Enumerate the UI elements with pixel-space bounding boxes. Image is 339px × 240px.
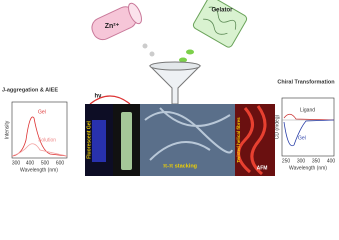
left-x-label: Wavelength (nm)	[20, 167, 58, 173]
fibres	[144, 107, 233, 161]
drop	[149, 51, 155, 57]
funnel-rim	[149, 61, 201, 71]
left-title: J-aggregation & AIEE	[2, 87, 58, 93]
right-x-label: Wavelength (nm)	[289, 165, 327, 171]
solution-label: Solution	[38, 137, 56, 143]
gelator-beaker	[192, 0, 248, 48]
right-y-label: CD (mdeg)	[274, 114, 280, 139]
right-title: Chiral Transformation	[277, 79, 335, 85]
ligand-label: Ligand	[300, 107, 315, 113]
light-label: hν	[94, 94, 102, 100]
vial	[121, 112, 132, 170]
ligand-curve	[283, 113, 335, 121]
right-x-tick: 400	[327, 158, 336, 164]
graphical-abstract: Zn²⁺ Gelator J-aggregation & AIEE Gel So…	[2, 0, 336, 176]
left-x-tick: 400	[26, 160, 35, 166]
funnel	[148, 65, 202, 105]
left-x-tick: 500	[41, 160, 50, 166]
helix	[237, 105, 267, 176]
afm-label: AFM	[257, 165, 268, 171]
stacking-label: π-π stacking	[163, 163, 197, 169]
fibre-photo	[140, 104, 235, 176]
gelator-label: Gelator	[211, 8, 233, 14]
cd-gel-label: Gel	[298, 135, 306, 141]
drop	[142, 43, 148, 49]
fluorescent-glow	[92, 120, 106, 162]
left-x-tick: 300	[12, 160, 21, 166]
solution-curve	[11, 143, 68, 157]
right-x-tick: 300	[297, 158, 306, 164]
metal-label: Zn²⁺	[105, 23, 120, 30]
right-plot-frame	[281, 97, 335, 157]
metal-tube	[91, 2, 142, 41]
drop	[186, 49, 194, 55]
drop	[179, 57, 187, 63]
gel-label: Gel	[38, 109, 46, 115]
arrow	[89, 95, 131, 105]
left-plot-frame	[11, 101, 68, 159]
right-x-tick: 250	[282, 158, 291, 164]
right-x-tick: 350	[312, 158, 321, 164]
left-x-tick: 600	[56, 160, 65, 166]
fibres-label: Twisted helical fibres	[236, 117, 241, 163]
gel-cd-curve	[283, 119, 335, 147]
fluorescent-label: Fluorescent Gel	[86, 120, 92, 158]
left-y-label: Intensity	[4, 120, 10, 139]
gel-curve	[11, 116, 68, 157]
